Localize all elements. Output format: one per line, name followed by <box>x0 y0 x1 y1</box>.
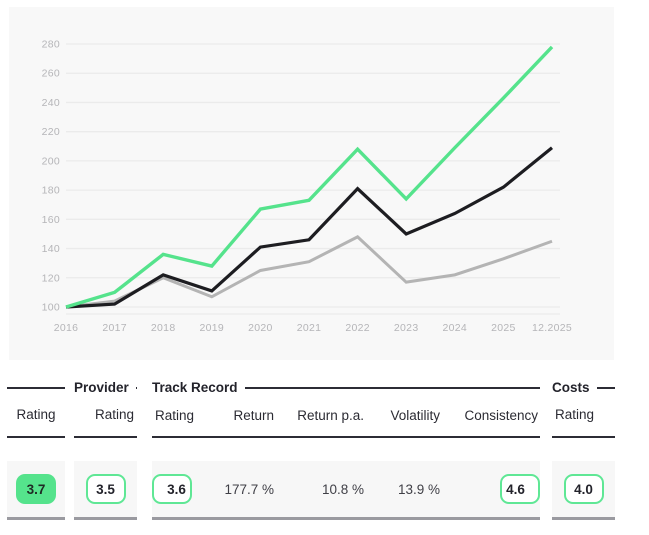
header-underline <box>7 436 65 438</box>
track-record-group: Track Record Rating Return Return p.a. V… <box>152 380 540 520</box>
overall-rating-badge: 3.7 <box>16 474 56 504</box>
header-underline <box>152 436 540 438</box>
overall-group-titlebar <box>7 380 65 396</box>
tr-volatility-header: Volatility <box>390 407 440 423</box>
provider-group: Provider Rating 3.5 <box>74 380 137 520</box>
tr-consistency-badge: 4.6 <box>500 474 540 504</box>
track-record-subheaders: Rating Return Return p.a. Volatility Con… <box>152 396 540 423</box>
overall-rating-group: Rating 3.7 <box>7 380 65 520</box>
tr-return-value: 177.7 % <box>224 481 274 497</box>
provider-rating-badge: 3.5 <box>85 474 126 504</box>
provider-rating-cell: 3.5 <box>74 461 137 520</box>
y-axis-tick-label: 200 <box>42 155 60 167</box>
tr-return-pa-value: 10.8 % <box>321 481 364 497</box>
header-underline <box>552 436 615 438</box>
track-record-group-title: Track Record <box>152 380 238 395</box>
series-black-line <box>65 146 554 309</box>
provider-group-title: Provider <box>74 380 129 395</box>
costs-group-title: Costs <box>552 380 590 395</box>
costs-group-titlebar: Costs <box>552 380 615 396</box>
provider-group-titlebar: Provider <box>74 380 137 396</box>
x-axis-tick-label: 2021 <box>297 322 322 334</box>
group-rule-line <box>244 387 540 389</box>
x-axis-tick-label: 12.2025 <box>532 322 572 334</box>
overall-rating-header: Rating <box>16 407 56 422</box>
group-rule-line <box>596 387 615 389</box>
x-axis-tick-label: 2024 <box>443 322 468 334</box>
track-record-cells: 3.6 177.7 % 10.8 % 13.9 % 4.6 <box>152 461 540 520</box>
tr-return-header: Return <box>233 407 274 423</box>
y-axis-tick-label: 240 <box>42 97 60 109</box>
x-axis-tick-label: 2017 <box>102 322 127 334</box>
series-green-line <box>65 45 554 309</box>
group-rule-line <box>135 387 137 389</box>
x-axis-tick-label: 2025 <box>491 322 516 334</box>
overall-rating-cell: 3.7 <box>7 461 65 520</box>
x-axis-tick-label: 2018 <box>151 322 176 334</box>
costs-rating-badge: 4.0 <box>563 474 604 504</box>
y-axis-tick-label: 120 <box>42 272 60 284</box>
header-underline <box>74 436 137 438</box>
x-axis-tick-label: 2020 <box>248 322 273 334</box>
x-axis-tick-label: 2016 <box>54 322 79 334</box>
provider-subheaders: Rating <box>74 396 137 423</box>
y-axis-tick-label: 220 <box>42 126 60 138</box>
provider-rating-header: Rating <box>94 407 134 422</box>
tr-rating-badge: 3.6 <box>152 474 192 504</box>
x-axis-tick-label: 2019 <box>200 322 225 334</box>
y-axis-tick-label: 280 <box>42 39 60 51</box>
group-rule-line <box>7 387 65 389</box>
y-axis-tick-label: 100 <box>42 302 60 314</box>
overall-subheaders: Rating <box>7 396 65 423</box>
costs-group: Costs Rating 4.0 <box>552 380 615 520</box>
tr-consistency-header: Consistency <box>464 407 538 423</box>
costs-rating-cell: 4.0 <box>552 461 615 520</box>
track-record-group-titlebar: Track Record <box>152 380 540 396</box>
performance-chart-panel: 100 120 140 160 180 200 220 240 260 280 2016 2017 20… <box>9 7 614 360</box>
x-axis-tick-label: 2022 <box>345 322 370 334</box>
tr-return-pa-header: Return p.a. <box>297 407 364 423</box>
tr-volatility-value: 13.9 % <box>397 481 440 497</box>
y-axis-tick-label: 160 <box>42 214 60 226</box>
performance-chart[interactable]: 100 120 140 160 180 200 220 240 260 280 2016 2017 20… <box>9 7 614 360</box>
costs-rating-header: Rating <box>555 407 595 422</box>
y-axis-tick-label: 140 <box>42 243 60 255</box>
tr-rating-header: Rating <box>155 407 195 423</box>
rating-table: Rating 3.7 Provider Rating 3.5 Trac <box>0 380 649 530</box>
y-axis-tick-label: 180 <box>42 185 60 197</box>
x-axis-tick-label: 2023 <box>394 322 419 334</box>
y-axis-tick-label: 260 <box>42 68 60 80</box>
costs-subheaders: Rating <box>552 396 615 423</box>
